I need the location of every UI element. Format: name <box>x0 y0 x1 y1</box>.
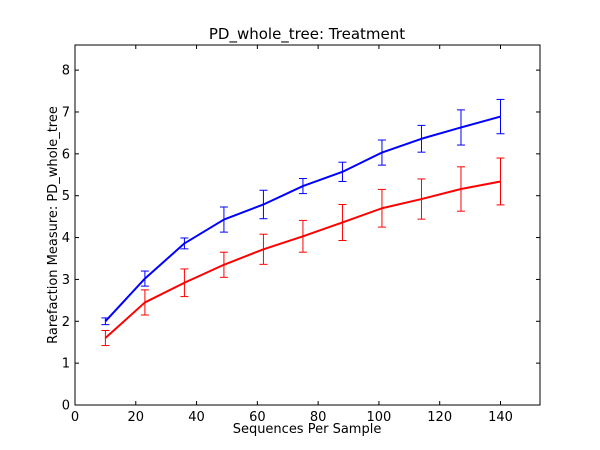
x-tick-label: 40 <box>188 410 205 425</box>
axis-ticks: 0 20 40 60 80 100 120 140 0 1 2 3 4 5 6 7 8 <box>62 45 540 425</box>
series-layer <box>101 98 505 347</box>
y-tick-label: 7 <box>62 105 70 120</box>
series-0 <box>101 98 505 326</box>
y-tick-label: 6 <box>62 147 70 162</box>
series-1 <box>101 157 505 347</box>
plot-frame <box>74 44 541 406</box>
y-tick-label: 4 <box>62 231 70 246</box>
y-tick-label: 8 <box>62 64 70 79</box>
x-axis-label: Sequences Per Sample <box>233 422 382 437</box>
y-tick-label: 5 <box>62 189 70 204</box>
x-tick-label: 80 <box>310 410 327 425</box>
chart-title: PD_whole_tree: Treatment <box>209 25 405 44</box>
y-tick-label: 0 <box>62 399 70 414</box>
y-tick-label: 3 <box>62 273 70 288</box>
x-tick-label: 0 <box>71 410 79 425</box>
y-axis-label: Rarefaction Measure: PD_whole_tree <box>46 106 61 344</box>
y-tick-label: 1 <box>62 357 70 372</box>
plot-area <box>75 45 540 405</box>
x-tick-label: 20 <box>128 410 145 425</box>
x-tick-label: 140 <box>488 410 513 425</box>
x-tick-label: 120 <box>427 410 452 425</box>
y-tick-label: 2 <box>62 315 70 330</box>
x-tick-label: 60 <box>249 410 266 425</box>
x-tick-label: 100 <box>367 410 392 425</box>
